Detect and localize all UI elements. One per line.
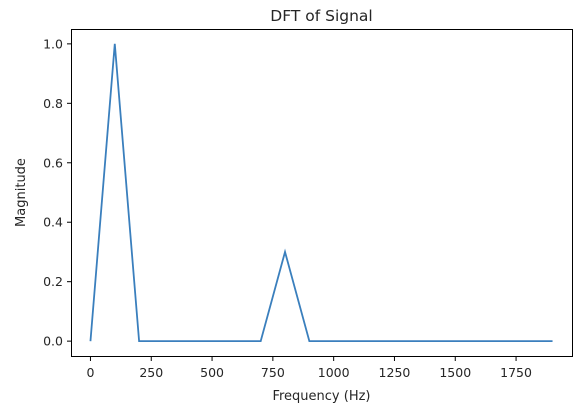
- x-tick-label: 250: [139, 365, 163, 380]
- x-tick-label: 750: [261, 365, 285, 380]
- x-axis-label: Frequency (Hz): [272, 389, 370, 404]
- x-tick-label: 1750: [500, 365, 532, 380]
- series-layer: [89, 43, 553, 343]
- x-tick-label: 500: [200, 365, 224, 380]
- x-tick-label: 0: [86, 365, 94, 380]
- y-tick-label: 1.0: [43, 36, 63, 51]
- x-tick-label: 1000: [318, 365, 350, 380]
- y-tick-label: 0.4: [43, 215, 63, 230]
- x-tick-label: 1500: [439, 365, 471, 380]
- chart-title: DFT of Signal: [270, 7, 372, 25]
- x-tick-label: 1250: [379, 365, 411, 380]
- y-axis-label: Magnitude: [14, 158, 29, 227]
- y-tick-label: 0.6: [43, 155, 63, 170]
- x-axis-ticks: 0 250 500 750 1000 1250 1500 1750: [86, 356, 532, 380]
- y-axis-ticks: 0.0 0.2 0.4 0.6 0.8 1.0: [43, 36, 72, 349]
- plot-area-frame: [71, 29, 573, 357]
- y-tick-label: 0.8: [43, 96, 63, 111]
- series-line: [89, 43, 553, 343]
- y-tick-label: 0.0: [43, 334, 63, 349]
- y-tick-label: 0.2: [43, 274, 63, 289]
